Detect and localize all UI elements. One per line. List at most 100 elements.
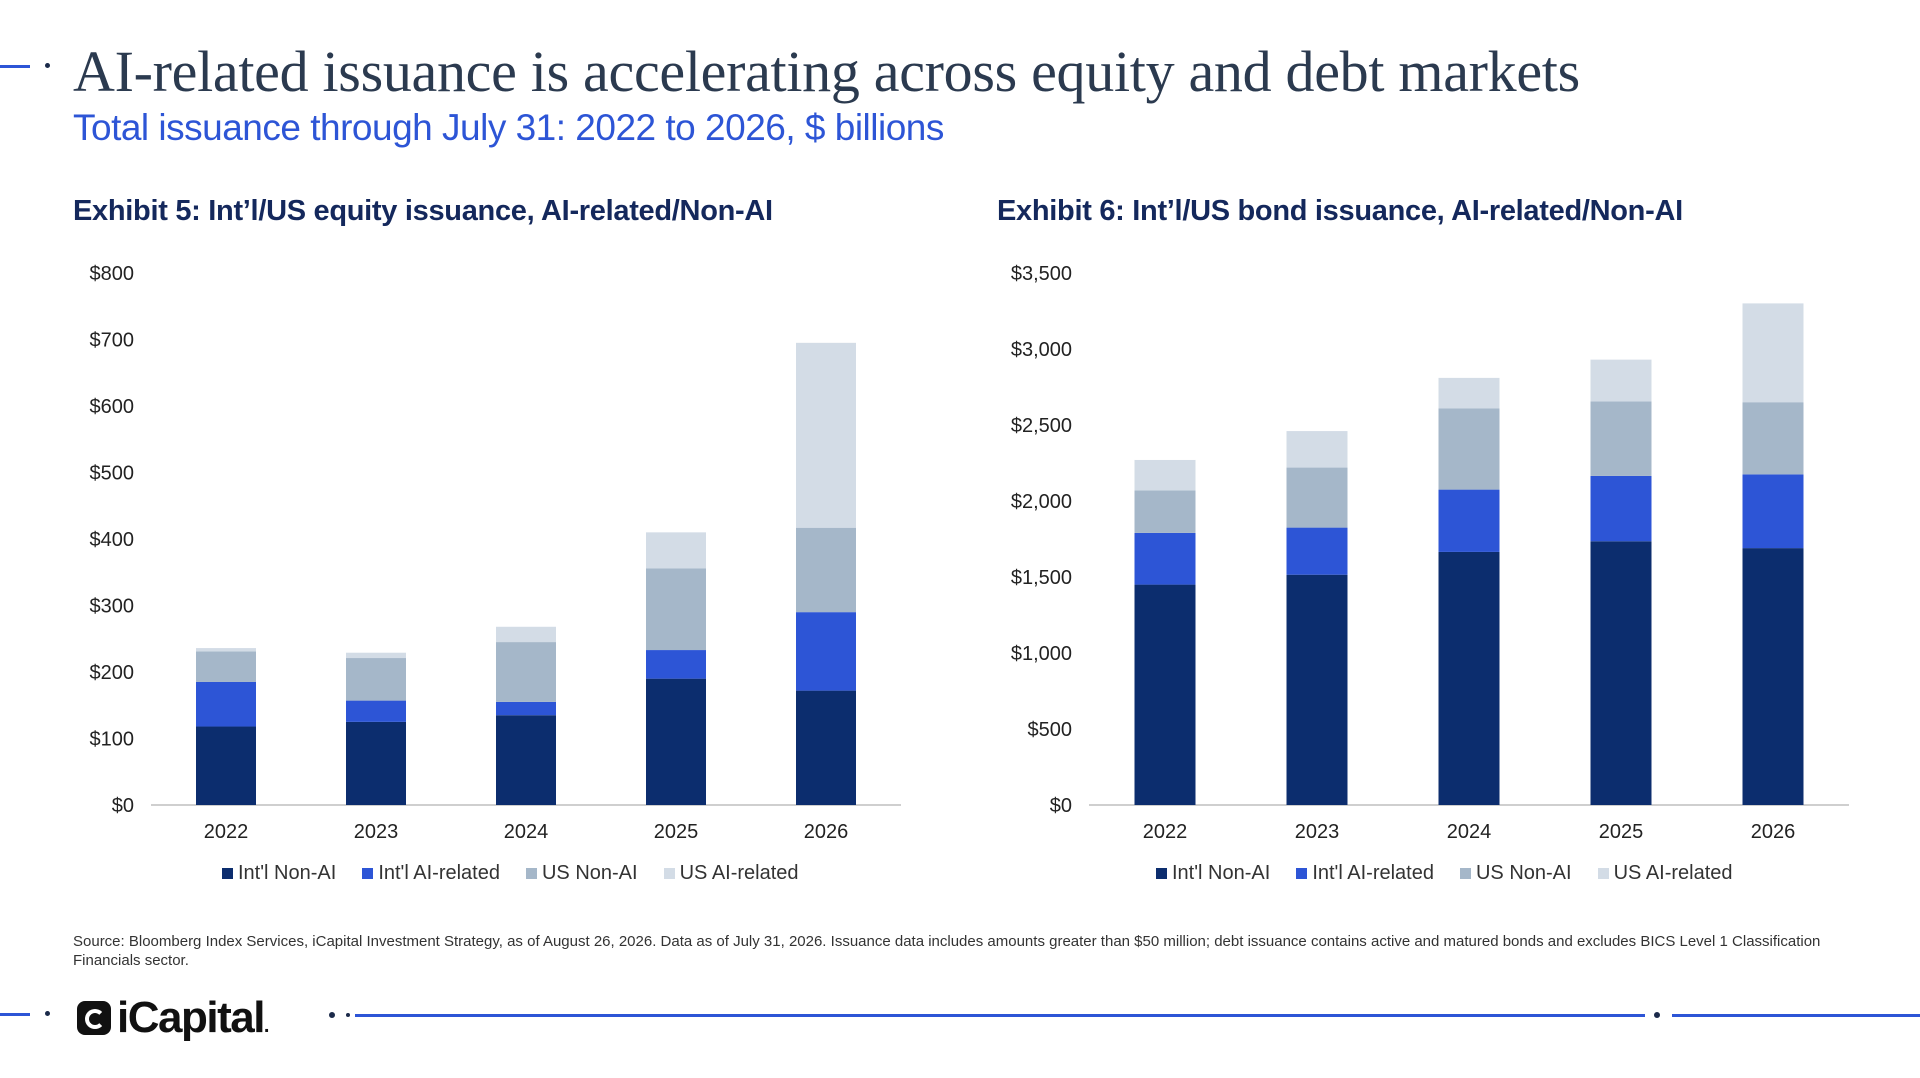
bar-segment-2025-0 <box>646 678 706 805</box>
bar-segment-2026-1 <box>796 612 856 691</box>
y-tick-label: $800 <box>90 263 135 285</box>
bar-segment-2025-2 <box>1590 401 1652 476</box>
bar-segment-2024-2 <box>496 642 556 702</box>
y-tick-label: $600 <box>90 396 135 418</box>
y-tick-label: $3,000 <box>1011 339 1072 361</box>
source-note: Source: Bloomberg Index Services, iCapit… <box>73 933 1821 969</box>
bar-segment-2023-0 <box>1286 574 1348 805</box>
bar-segment-2022-2 <box>196 651 256 682</box>
bond-chart-legend: Int'l Non-AI Int'l AI-related US Non-AI … <box>1156 862 1733 885</box>
icapital-logo: iCapital. <box>77 993 270 1043</box>
y-tick-label: $1,500 <box>1011 567 1072 589</box>
footer-accent-dot <box>45 1011 50 1016</box>
legend-swatch <box>525 868 537 879</box>
bar-segment-2024-1 <box>1438 489 1500 552</box>
bar-segment-2024-2 <box>1438 408 1500 490</box>
x-tick-label: 2024 <box>504 821 549 843</box>
bar-segment-2022-3 <box>1134 459 1196 491</box>
legend-item-us-ai-related: US AI-related <box>663 862 799 885</box>
bar-segment-2026-1 <box>1742 474 1804 549</box>
bar-segment-2025-1 <box>646 650 706 679</box>
bar-segment-2025-0 <box>1590 541 1652 805</box>
legend-label: US AI-related <box>679 862 799 884</box>
bar-segment-2026-2 <box>796 527 856 613</box>
y-tick-label: $2,500 <box>1011 415 1072 437</box>
bar-segment-2022-2 <box>1134 490 1196 533</box>
exhibit-5-title: Exhibit 5: Int’l/US equity issuance, AI-… <box>73 195 773 227</box>
bar-segment-2026-0 <box>796 690 856 805</box>
equity-chart-legend: Int'l Non-AI Int'l AI-related US Non-AI … <box>222 862 799 885</box>
footer-rule-right <box>1672 1014 1920 1017</box>
bar-segment-2022-1 <box>196 681 256 727</box>
footer-dot-left <box>329 1012 335 1018</box>
y-tick-label: $0 <box>112 795 134 817</box>
icapital-logo-mark <box>77 1001 111 1035</box>
legend-swatch <box>362 868 374 879</box>
legend-swatch <box>663 868 675 879</box>
y-tick-label: $200 <box>90 662 135 684</box>
x-tick-label: 2023 <box>1295 821 1340 843</box>
legend-item-us-non-ai: US Non-AI <box>525 862 638 885</box>
legend-item-us-non-ai: US Non-AI <box>1459 862 1572 885</box>
bar-segment-2023-2 <box>346 658 406 701</box>
footer-rule-main <box>355 1014 1645 1017</box>
exhibit-6-title: Exhibit 6: Int’l/US bond issuance, AI-re… <box>997 195 1683 227</box>
footer-accent-dash <box>0 1013 30 1016</box>
bar-segment-2026-0 <box>1742 548 1804 805</box>
bar-segment-2024-0 <box>1438 551 1500 805</box>
bar-segment-2023-1 <box>346 700 406 722</box>
bar-segment-2025-3 <box>1590 359 1652 402</box>
y-tick-label: $500 <box>1028 719 1073 741</box>
bar-segment-2023-3 <box>346 652 406 659</box>
y-tick-label: $300 <box>90 596 135 618</box>
y-tick-label: $700 <box>90 330 135 352</box>
legend-label: US AI-related <box>1613 862 1733 884</box>
legend-item-intl-non-ai: Int'l Non-AI <box>1156 862 1270 885</box>
bar-segment-2022-0 <box>196 726 256 805</box>
y-tick-label: $2,000 <box>1011 491 1072 513</box>
y-tick-label: $3,500 <box>1011 263 1072 285</box>
x-tick-label: 2025 <box>654 821 699 843</box>
legend-swatch <box>1597 868 1609 879</box>
bar-segment-2023-3 <box>1286 431 1348 468</box>
x-tick-label: 2024 <box>1447 821 1492 843</box>
bar-segment-2025-2 <box>646 568 706 651</box>
y-tick-label: $100 <box>90 729 135 751</box>
x-tick-label: 2022 <box>1143 821 1188 843</box>
legend-item-intl-ai-related: Int'l AI-related <box>362 862 500 885</box>
x-tick-label: 2026 <box>804 821 849 843</box>
y-tick-label: $400 <box>90 529 135 551</box>
bond-issuance-chart: $0 $500 $1,000 $1,500 $2,000 $2,500 $3,000 $3,5… <box>1011 263 1849 843</box>
x-tick-label: 2025 <box>1599 821 1644 843</box>
legend-swatch <box>1296 868 1308 879</box>
legend-label: Int'l AI-related <box>1312 862 1434 884</box>
bar-segment-2025-1 <box>1590 475 1652 542</box>
bar-segment-2023-1 <box>1286 527 1348 575</box>
equity-issuance-chart: $0 $100 $200 $300 $400 $500 $600 $700 $800 2022 20… <box>90 263 901 843</box>
icapital-logo-text: iCapital. <box>117 993 270 1042</box>
x-tick-label: 2022 <box>204 821 249 843</box>
y-tick-label: $500 <box>90 463 135 485</box>
bar-segment-2023-0 <box>346 721 406 805</box>
page-title: AI-related issuance is accelerating acro… <box>73 39 1580 104</box>
y-tick-label: $1,000 <box>1011 643 1072 665</box>
legend-label: Int'l Non-AI <box>1172 862 1271 884</box>
header-accent-dash <box>0 65 30 68</box>
bar-segment-2025-3 <box>646 532 706 569</box>
bar-segment-2026-3 <box>1742 303 1804 403</box>
footer-dot-small <box>346 1013 350 1017</box>
legend-item-intl-ai-related: Int'l AI-related <box>1296 862 1434 885</box>
legend-swatch <box>1459 868 1471 879</box>
legend-item-us-ai-related: US AI-related <box>1597 862 1733 885</box>
y-tick-label: $0 <box>1050 795 1072 817</box>
x-tick-label: 2026 <box>1751 821 1796 843</box>
bar-segment-2022-1 <box>1134 532 1196 585</box>
legend-label: Int'l Non-AI <box>238 862 337 884</box>
x-tick-label: 2023 <box>354 821 399 843</box>
legend-label: Int'l AI-related <box>378 862 500 884</box>
bar-segment-2022-3 <box>196 648 256 652</box>
legend-item-intl-non-ai: Int'l Non-AI <box>222 862 336 885</box>
bar-segment-2023-2 <box>1286 467 1348 528</box>
bar-segment-2026-2 <box>1742 402 1804 475</box>
legend-swatch <box>222 868 233 879</box>
